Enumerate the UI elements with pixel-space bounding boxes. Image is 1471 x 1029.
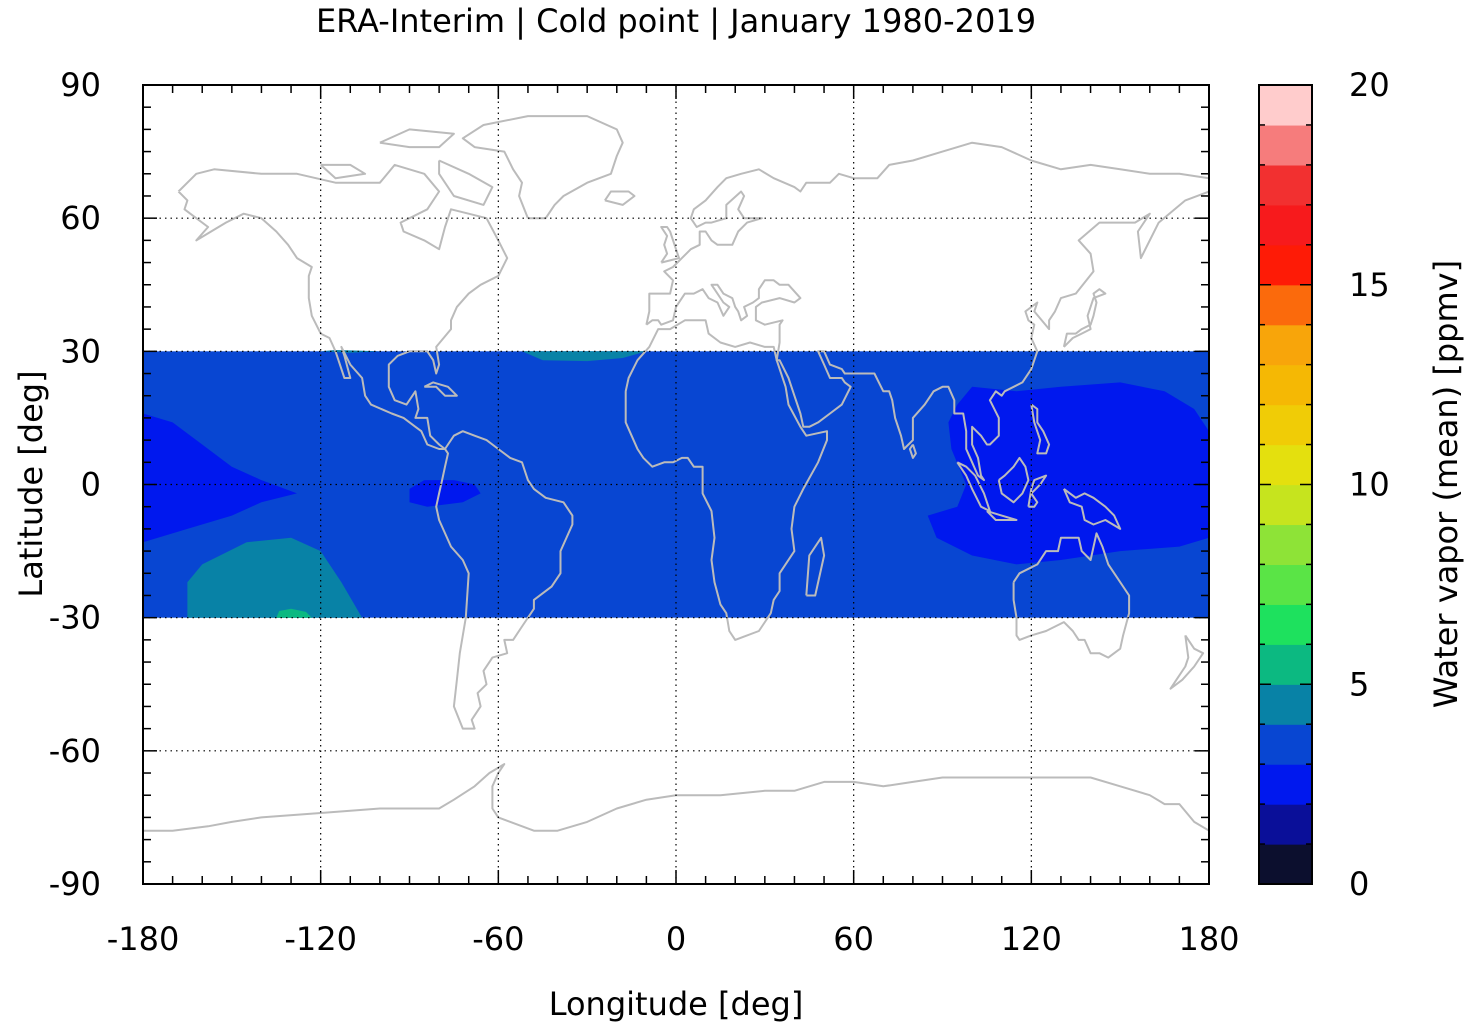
colorbar-segment — [1259, 444, 1312, 486]
colorbar-segment — [1259, 85, 1312, 126]
x-tick-label: -60 — [472, 920, 524, 958]
y-tick-label: 60 — [60, 199, 101, 237]
colorbar-tick-label: 20 — [1349, 66, 1390, 104]
coastline — [986, 510, 1018, 521]
coastline — [1169, 634, 1205, 690]
colorbar-segment — [1259, 244, 1312, 286]
coastline — [177, 163, 509, 450]
colorbar-segment — [1259, 644, 1312, 685]
coastline — [435, 430, 574, 730]
colorbar-segment — [1259, 164, 1312, 206]
y-tick-label: -90 — [49, 865, 101, 903]
colorbar-tick-label: 0 — [1349, 865, 1369, 903]
coastline — [908, 443, 917, 459]
colorbar-segment — [1259, 324, 1312, 366]
coastline — [997, 456, 1030, 504]
coastline — [624, 319, 828, 641]
colorbar-segment — [1259, 684, 1312, 725]
north-africa-high — [522, 351, 647, 362]
x-tick-label: -120 — [284, 920, 357, 958]
x-tick-label: 180 — [1178, 920, 1239, 958]
coastline — [438, 159, 494, 206]
y-tick-labels: -90 -60 -30 0 30 60 90 — [49, 66, 101, 903]
colorbar-segment — [1259, 564, 1312, 605]
amazon-minimum — [409, 480, 481, 507]
colorbar-tick-labels: 0 5 10 15 20 — [1349, 66, 1390, 903]
water-vapor-field — [143, 350, 1209, 618]
coastline — [320, 163, 367, 180]
coastline — [143, 763, 1209, 832]
coastline — [1030, 403, 1051, 455]
colorbar-segment — [1259, 124, 1312, 166]
colorbar-segment — [1259, 524, 1312, 565]
x-axis-label: Longitude [deg] — [549, 985, 804, 1023]
y-tick-label: 30 — [60, 332, 101, 370]
coastline — [1062, 488, 1122, 530]
colorbar-segment — [1259, 724, 1312, 765]
coastline — [1062, 288, 1107, 348]
y-tick-label: 0 — [81, 466, 101, 504]
colorbar-tick-label: 5 — [1349, 665, 1369, 703]
colorbar-label: Water vapor (mean) [ppmv] — [1427, 260, 1465, 708]
x-tick-label: -180 — [107, 920, 180, 958]
x-tick-label: 120 — [1001, 920, 1062, 958]
colorbar-segment — [1259, 204, 1312, 246]
colorbar-segment — [1259, 804, 1312, 845]
chart-title: ERA-Interim | Cold point | January 1980-… — [316, 2, 1036, 40]
y-tick-label: 90 — [60, 66, 101, 104]
x-tick-label: 0 — [666, 920, 686, 958]
coastline — [461, 115, 624, 220]
eastern-pacific-minimum — [143, 413, 297, 543]
colorbar-tick-label: 15 — [1349, 266, 1390, 304]
colorbar-segment — [1259, 604, 1312, 645]
colorbar-segment — [1259, 404, 1312, 446]
axis-ticks — [142, 84, 1210, 885]
x-tick-label: 60 — [833, 920, 874, 958]
coastline — [1012, 532, 1131, 659]
colorbar-segment — [1259, 364, 1312, 406]
x-tick-labels: -180 -120 -60 0 60 120 180 — [107, 920, 1240, 958]
y-tick-label: -30 — [49, 599, 101, 637]
colorbar-segment — [1259, 484, 1312, 526]
coastline — [660, 226, 680, 264]
colorbar-segment — [1259, 764, 1312, 805]
colorbar — [1258, 84, 1313, 885]
colorbar-segment — [1259, 844, 1312, 885]
colorbar-tick-label: 10 — [1349, 466, 1390, 504]
y-tick-label: -60 — [49, 732, 101, 770]
colorbar-segment — [1259, 284, 1312, 326]
coastline — [604, 190, 636, 206]
coastline — [805, 536, 826, 597]
coastline — [423, 381, 458, 397]
gridlines — [143, 85, 1209, 884]
y-axis-label: Latitude [deg] — [12, 370, 50, 597]
south-pacific-peak — [276, 608, 312, 618]
south-pacific-high — [187, 537, 363, 618]
coastline — [645, 141, 1209, 325]
coastline — [379, 128, 455, 149]
